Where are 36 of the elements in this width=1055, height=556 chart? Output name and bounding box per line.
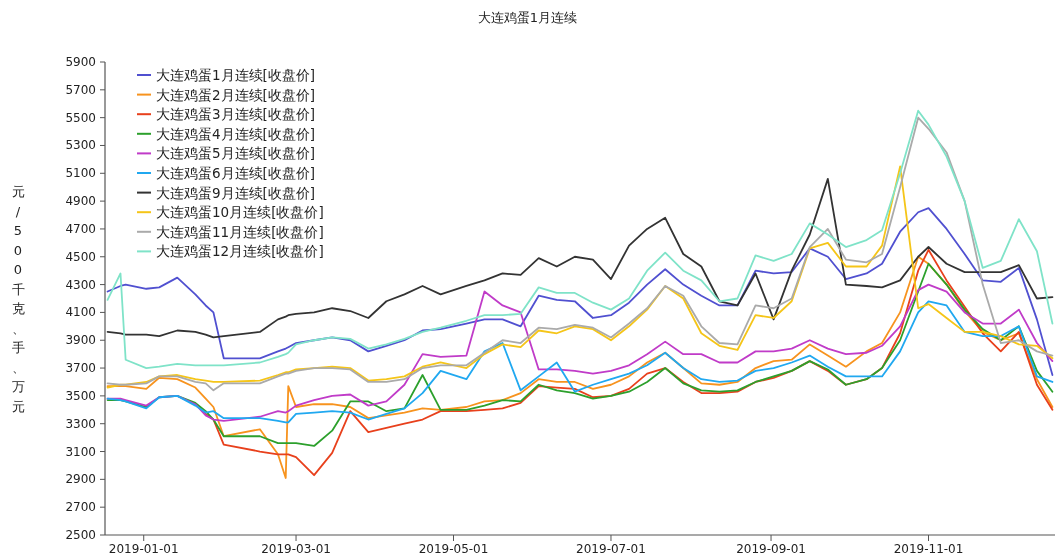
y-tick-label: 4100 <box>65 305 96 320</box>
y-tick-label: 5700 <box>65 82 96 97</box>
legend-label: 大连鸡蛋5月连续[收盘价] <box>156 145 316 162</box>
x-tick-label: 2019-01-01 <box>108 542 179 556</box>
y-tick-label: 4900 <box>65 194 96 209</box>
x-tick-label: 2019-11-01 <box>893 542 964 556</box>
y-tick-label: 5500 <box>65 110 96 125</box>
y-tick-label: 5300 <box>65 138 96 153</box>
text: 元/500千克、手、万元 <box>11 184 25 414</box>
y-tick-label: 4700 <box>65 221 96 236</box>
x-tick-label: 2019-07-01 <box>576 542 646 556</box>
legend-label: 大连鸡蛋10月连续[收盘价] <box>156 204 324 221</box>
legend-label: 大连鸡蛋11月连续[收盘价] <box>156 223 324 240</box>
legend-label: 大连鸡蛋12月连续[收盘价] <box>156 243 324 260</box>
legend-label: 大连鸡蛋6月连续[收盘价] <box>156 165 316 181</box>
y-tick-label: 3300 <box>65 416 96 431</box>
legend-label: 大连鸡蛋3月连续[收盘价] <box>156 106 316 123</box>
y-tick-label: 3700 <box>65 361 96 376</box>
y-tick-label: 3900 <box>65 333 96 348</box>
y-tick-label: 2700 <box>65 500 96 515</box>
legend-label: 大连鸡蛋9月连续[收盘价] <box>156 184 316 201</box>
legend-label: 大连鸡蛋2月连续[收盘价] <box>156 86 316 103</box>
x-tick-label: 2019-03-01 <box>261 542 331 556</box>
y-tick-label: 4500 <box>65 249 96 264</box>
x-tick-label: 2019-05-01 <box>418 542 489 556</box>
y-tick-label: 3100 <box>65 444 96 459</box>
x-tick-label: 2019-09-01 <box>736 542 806 556</box>
y-tick-label: 2900 <box>65 472 96 487</box>
y-tick-label: 5100 <box>65 166 96 181</box>
legend-label: 大连鸡蛋1月连续[收盘价] <box>156 67 316 83</box>
y-tick-label: 4300 <box>65 277 96 292</box>
y-tick-label: 2500 <box>65 528 96 542</box>
legend-label: 大连鸡蛋4月连续[收盘价] <box>156 125 316 142</box>
y-tick-label: 3500 <box>65 388 96 403</box>
chart-title: 大连鸡蛋1月连续 <box>477 10 578 25</box>
y-tick-label: 5900 <box>65 55 96 69</box>
